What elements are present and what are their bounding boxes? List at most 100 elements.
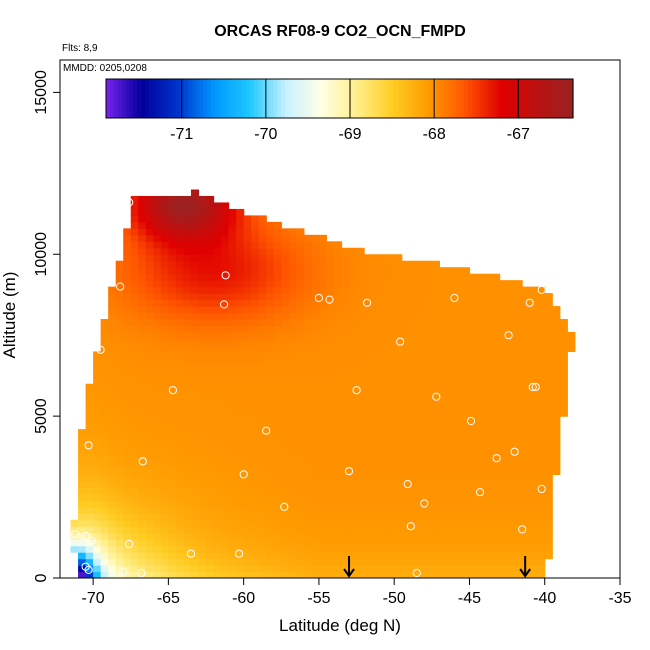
field-cell	[108, 545, 117, 553]
field-cell	[115, 474, 124, 482]
field-cell	[190, 493, 200, 501]
field-cell	[130, 545, 139, 553]
field-cell	[138, 312, 147, 320]
field-cell	[206, 351, 215, 359]
field-cell	[446, 299, 456, 307]
field-cell	[206, 390, 215, 398]
field-cell	[296, 422, 305, 430]
field-cell	[529, 435, 538, 443]
field-cell	[281, 461, 290, 469]
field-cell	[78, 552, 87, 560]
field-cell	[409, 396, 418, 404]
field-cell	[221, 526, 230, 534]
colorbar-segment	[211, 79, 216, 118]
field-cell	[401, 539, 410, 547]
field-cell	[424, 461, 433, 469]
field-cell	[236, 364, 245, 372]
field-cell	[424, 435, 433, 443]
field-cell	[115, 267, 124, 275]
field-cell	[93, 403, 102, 411]
field-cell	[454, 467, 463, 475]
field-cell	[243, 545, 252, 553]
field-cell	[318, 565, 328, 573]
field-cell	[190, 319, 200, 327]
field-cell	[288, 370, 297, 378]
field-cell	[349, 377, 358, 385]
field-cell	[145, 234, 154, 242]
field-cell	[303, 429, 312, 437]
field-cell	[424, 357, 433, 365]
field-cell	[356, 338, 365, 346]
sample-point	[432, 392, 441, 401]
field-cell	[544, 344, 553, 352]
field-cell	[484, 280, 493, 288]
field-cell	[213, 286, 222, 294]
field-cell	[100, 539, 109, 547]
field-cell	[461, 487, 471, 495]
field-cell	[108, 571, 117, 578]
colorbar-segment	[172, 79, 177, 118]
field-cell	[559, 390, 568, 398]
y-tick-label: 0	[33, 573, 50, 582]
field-cell	[145, 493, 154, 501]
field-cell	[281, 422, 290, 430]
field-cell	[236, 338, 245, 346]
field-cell	[499, 435, 508, 443]
field-cell	[251, 474, 260, 482]
field-cell	[364, 396, 373, 404]
field-cell	[522, 532, 531, 540]
field-cell	[153, 506, 162, 514]
field-cell	[364, 312, 373, 320]
field-cell	[288, 480, 297, 488]
field-cell	[537, 344, 546, 352]
field-cell	[153, 480, 162, 488]
field-cell	[492, 461, 501, 469]
field-cell	[416, 344, 425, 352]
field-cell	[228, 571, 237, 578]
field-cell	[183, 306, 192, 314]
field-cell	[311, 396, 320, 404]
field-cell	[401, 364, 410, 372]
field-cell	[190, 351, 200, 359]
field-cell	[296, 351, 305, 359]
field-cell	[416, 526, 425, 534]
field-cell	[138, 565, 147, 573]
field-cell	[281, 228, 290, 236]
field-cell	[492, 558, 501, 566]
field-cell	[183, 228, 192, 236]
field-cell	[213, 357, 222, 365]
field-cell	[243, 571, 252, 578]
field-cell	[371, 306, 380, 314]
field-cell	[296, 493, 305, 501]
field-cell	[296, 396, 305, 404]
field-cell	[153, 558, 162, 566]
field-cell	[288, 247, 297, 255]
field-cell	[529, 383, 538, 391]
field-cell	[424, 422, 433, 430]
field-cell	[318, 539, 328, 547]
field-cell	[100, 390, 109, 398]
field-cell	[416, 299, 425, 307]
field-cell	[236, 500, 245, 508]
field-cell	[266, 241, 275, 249]
field-cell	[243, 293, 252, 301]
field-cell	[266, 571, 275, 578]
field-cell	[160, 331, 169, 340]
field-cell	[439, 344, 448, 352]
field-cell	[333, 532, 343, 540]
field-cell	[349, 526, 358, 534]
field-cell	[544, 409, 553, 417]
field-cell	[318, 247, 328, 255]
field-cell	[318, 280, 328, 288]
field-cell	[145, 409, 154, 417]
field-cell	[544, 370, 553, 378]
field-cell	[311, 565, 320, 573]
field-cell	[123, 506, 132, 514]
field-cell	[123, 383, 132, 391]
field-cell	[401, 325, 410, 333]
field-cell	[364, 461, 373, 469]
field-cell	[236, 474, 245, 482]
field-cell	[326, 500, 335, 508]
field-cell	[446, 403, 456, 411]
field-cell	[379, 409, 388, 417]
